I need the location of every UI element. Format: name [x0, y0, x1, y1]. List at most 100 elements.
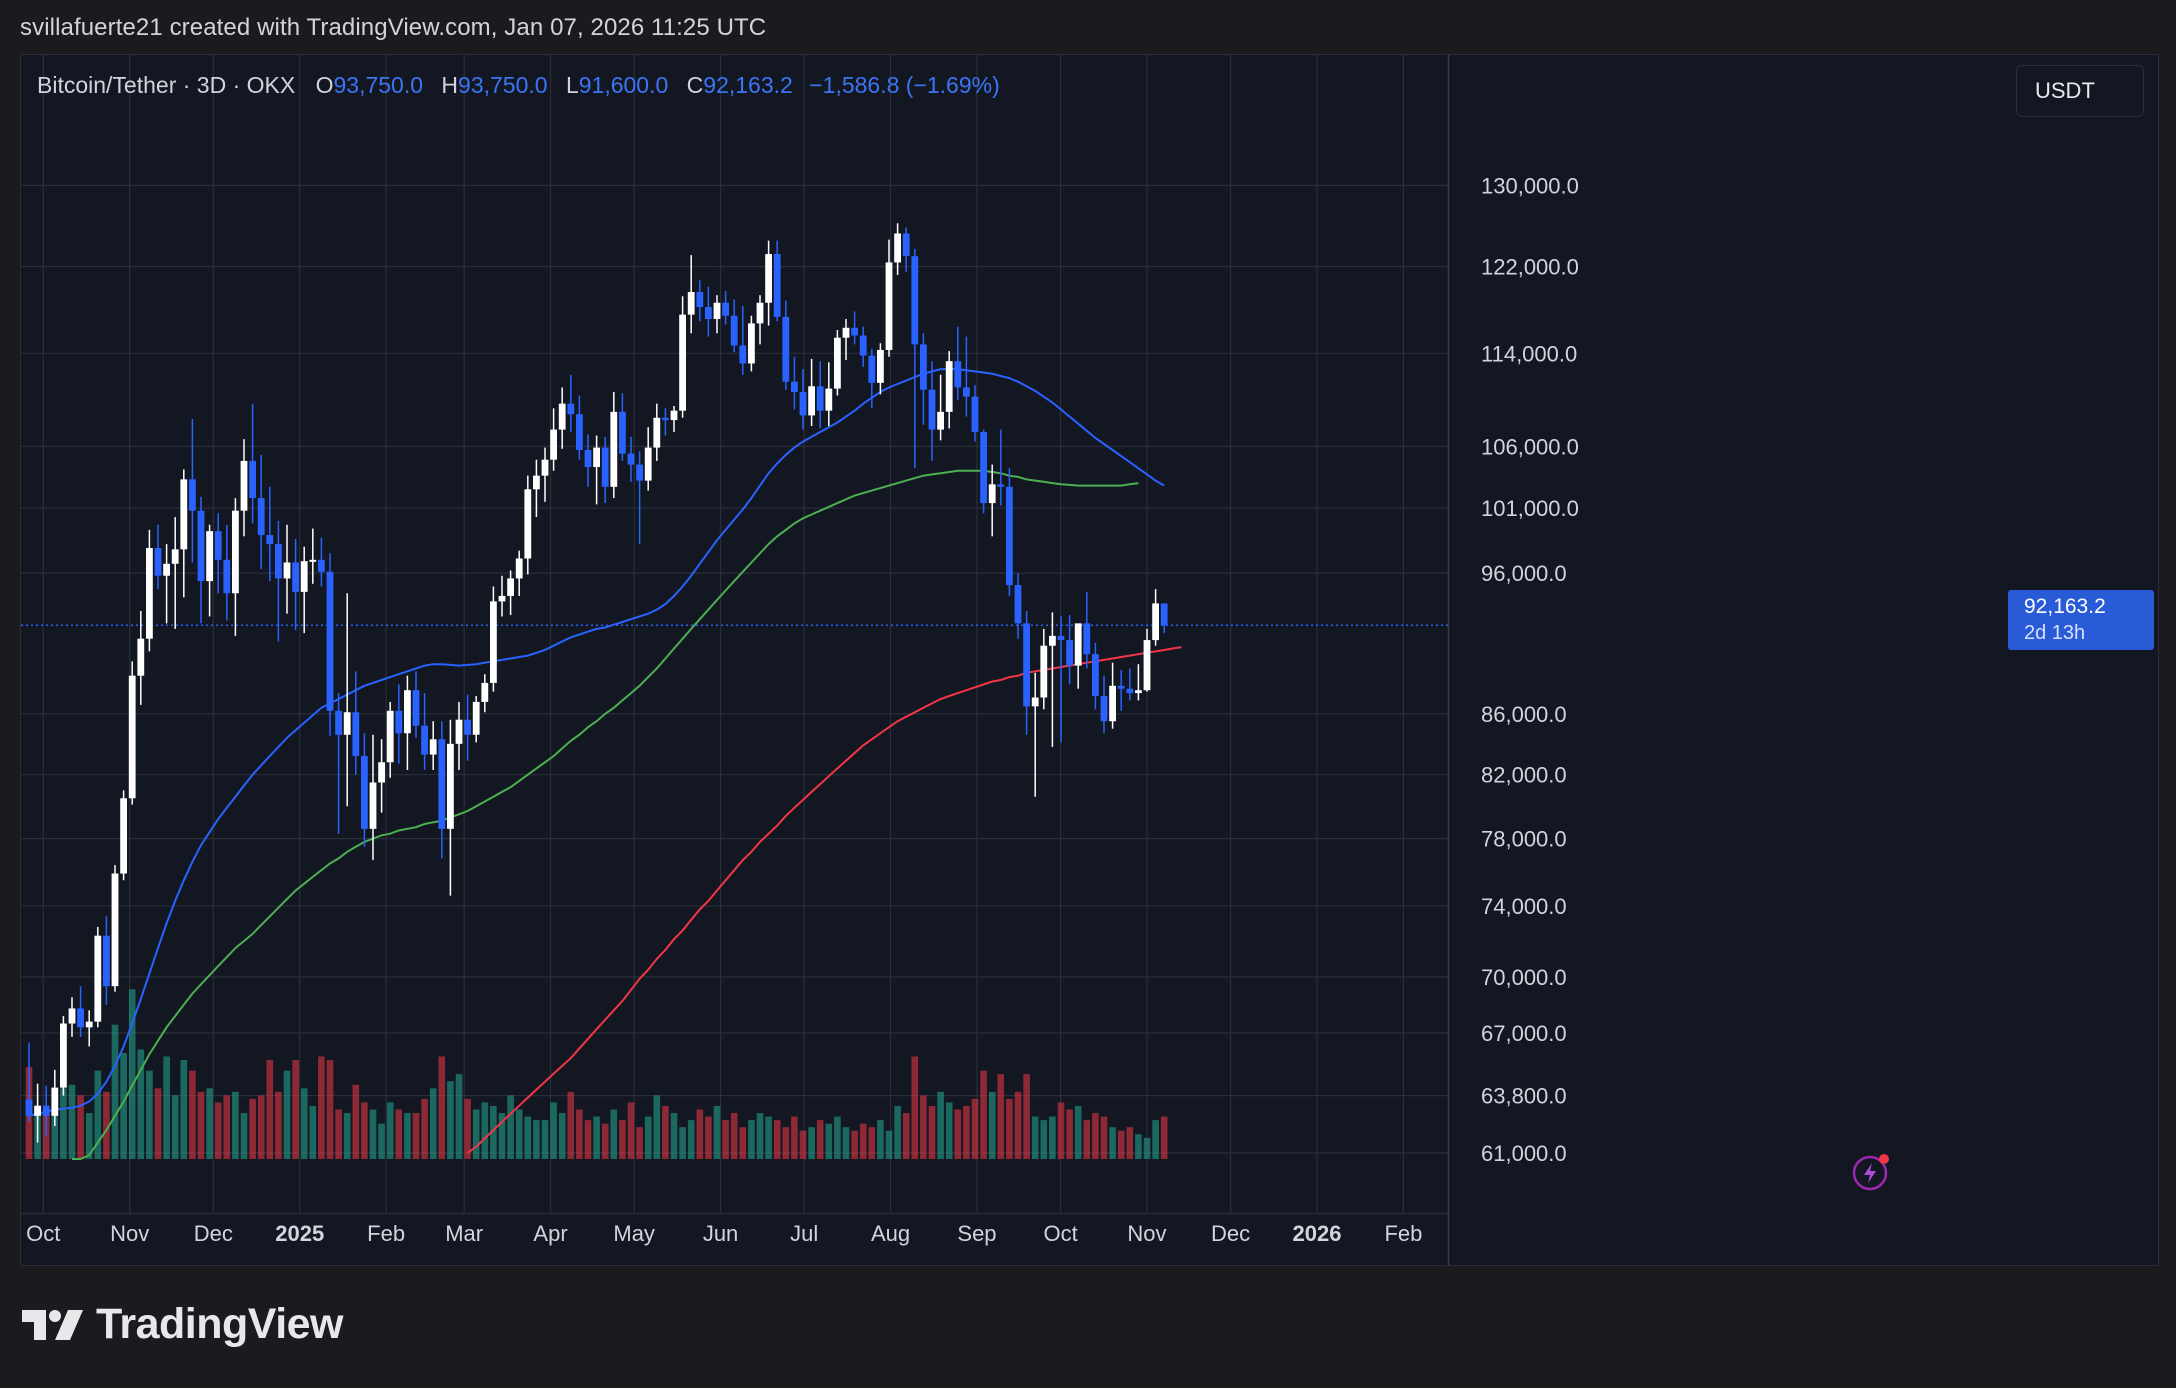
candlestick-chart[interactable]: 130,000.0 122,000.0 114,000.0 106,000.0 101,…: [21, 55, 2159, 1266]
candle: [412, 671, 420, 738]
candle-body: [60, 1023, 67, 1088]
volume-bar: [223, 1095, 231, 1159]
volume-bar: [705, 1116, 712, 1159]
candle: [756, 295, 764, 345]
volume-bar: [670, 1113, 678, 1159]
candle-body: [1040, 645, 1048, 698]
volume-bar: [266, 1060, 274, 1159]
candle: [851, 311, 858, 345]
candle: [515, 550, 523, 596]
volume-bar: [85, 1113, 93, 1159]
candle: [662, 408, 669, 436]
candle: [1092, 642, 1099, 710]
candle: [533, 459, 540, 518]
volume-bar: [859, 1123, 867, 1159]
candle-body: [51, 1087, 59, 1116]
candle-body: [515, 558, 523, 579]
time-axis-label: Aug: [871, 1221, 910, 1246]
volume-bar: [352, 1084, 360, 1159]
volume-bar: [963, 1105, 970, 1159]
high-label: H: [441, 72, 459, 98]
volume-bar: [1057, 1102, 1065, 1159]
volume-bar: [292, 1060, 299, 1159]
candle: [911, 248, 919, 469]
volume-bar: [68, 1084, 76, 1159]
price-axis-label: 122,000.0: [1481, 255, 1579, 280]
candle: [232, 498, 239, 636]
volume-bar: [249, 1098, 256, 1159]
candle-body: [722, 302, 729, 316]
volume-bar: [395, 1109, 403, 1159]
candle-body: [920, 344, 927, 390]
candle-body: [954, 361, 962, 388]
volume-bar: [180, 1060, 188, 1159]
candle-body: [1023, 623, 1030, 707]
volume-bar: [94, 1070, 102, 1159]
close-label: C: [686, 72, 704, 98]
candle-body: [438, 739, 446, 829]
candle: [137, 610, 145, 705]
candle: [584, 434, 592, 487]
candle-body: [206, 531, 213, 582]
volume-bar: [163, 1056, 170, 1159]
volume-bar: [206, 1088, 213, 1159]
candle: [644, 427, 652, 491]
volume-bar: [257, 1095, 265, 1159]
price-axis-label: 101,000.0: [1481, 496, 1579, 521]
volume-bar: [111, 1024, 119, 1159]
price-axis-label: 61,000.0: [1481, 1141, 1567, 1166]
candle: [68, 997, 76, 1037]
candle: [421, 693, 428, 770]
currency-button[interactable]: USDT: [2016, 65, 2144, 117]
volume-bar: [558, 1113, 566, 1159]
candle-body: [541, 459, 549, 476]
candle-body: [447, 743, 454, 829]
volume-bar: [1006, 1098, 1013, 1159]
candle-body: [343, 712, 351, 735]
candle-body: [601, 447, 609, 487]
candle: [77, 986, 84, 1037]
candle-body: [670, 410, 678, 421]
time-axis-label: Jun: [703, 1221, 738, 1246]
candle-body: [980, 431, 987, 504]
candle-body: [1143, 640, 1151, 691]
candle-body: [636, 464, 643, 481]
candle-body: [1031, 697, 1039, 707]
low-label: L: [565, 72, 579, 98]
volume-bar: [834, 1116, 841, 1159]
moving-average-line: [28, 368, 1165, 1117]
volume-bar: [662, 1105, 669, 1159]
volume-bar: [197, 1091, 205, 1159]
candle-body: [275, 544, 282, 579]
candle-body: [877, 349, 884, 383]
volume-bar: [550, 1102, 557, 1159]
candle: [593, 435, 600, 505]
candle-body: [180, 479, 188, 550]
candle-body: [1092, 654, 1099, 697]
candle: [386, 701, 394, 778]
time-axis-labels: Oct Nov Dec 2025 Feb Mar Apr May Jun Jul Aug Sep Oct…: [26, 1221, 1422, 1246]
candle-body: [533, 475, 540, 490]
candle-body: [42, 1105, 50, 1116]
volume-bar: [309, 1105, 317, 1159]
candle-body: [782, 316, 790, 382]
volume-bar: [980, 1070, 987, 1159]
volume-bar: [1074, 1105, 1082, 1159]
candle-body: [1083, 623, 1091, 655]
price-axis-label: 78,000.0: [1481, 827, 1567, 852]
lightning-icon[interactable]: [1851, 1151, 1893, 1193]
volume-bar: [429, 1088, 437, 1159]
volume-bar: [687, 1120, 695, 1159]
candle-body: [1006, 486, 1013, 586]
candle: [1023, 610, 1030, 735]
candle-body: [687, 291, 695, 315]
chart-panel[interactable]: 130,000.0 122,000.0 114,000.0 106,000.0 101,…: [20, 54, 2159, 1266]
candle-body: [292, 562, 299, 592]
candle-body: [593, 447, 600, 468]
candle-body: [249, 460, 256, 499]
candle-body: [928, 389, 936, 430]
candle-body: [25, 1099, 33, 1116]
volume-bar: [773, 1120, 781, 1159]
candle: [610, 392, 618, 499]
bar-countdown: 2d 13h: [2024, 622, 2086, 644]
